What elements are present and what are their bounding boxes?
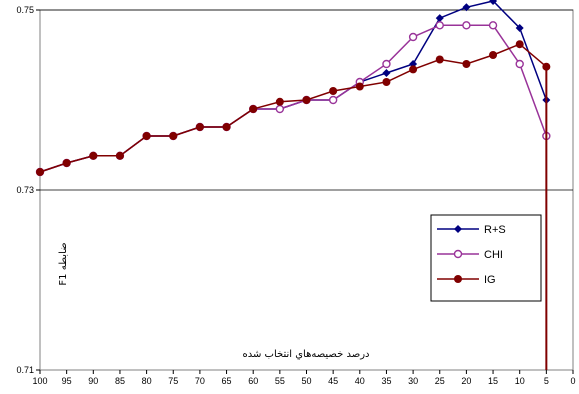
- point-IG-80: [142, 132, 151, 140]
- x-axis-ticks: 100 95 90 85 80 75 70 65 60 55 50 45 40 35 30 25 20 15 10 5…: [32, 370, 576, 386]
- x-tick-label-60: 60: [248, 376, 258, 386]
- x-tick-label-35: 35: [381, 376, 391, 386]
- point-CHI-30: [408, 32, 418, 42]
- y-tick-label-0.73: 0.73: [16, 185, 34, 195]
- legend-item-CHI: CHI: [437, 249, 503, 261]
- point-IG-60: [249, 105, 258, 113]
- point-IG-70: [195, 123, 204, 131]
- point-IG-85: [115, 151, 124, 160]
- x-tick-label-95: 95: [62, 376, 72, 386]
- x-tick-label-55: 55: [275, 376, 285, 386]
- point-IG-5: [542, 62, 551, 71]
- x-tick-label-40: 40: [355, 376, 365, 386]
- point-IG-35: [382, 78, 391, 86]
- series-line-IG: [39, 43, 547, 173]
- point-CHI-15: [488, 21, 498, 30]
- legend-label-IG: IG: [484, 274, 496, 286]
- point-R+S-10: [515, 24, 524, 32]
- point-CHI-10: [515, 59, 524, 69]
- point-IG-10: [515, 40, 524, 49]
- point-R+S-35: [382, 69, 391, 77]
- x-tick-label-45: 45: [328, 376, 338, 386]
- point-CHI-55: [275, 104, 285, 114]
- x-tick-label-30: 30: [408, 376, 418, 386]
- point-R+S-25: [435, 14, 444, 23]
- point-CHI-20: [462, 21, 471, 30]
- x-tick-label-5: 5: [544, 376, 549, 386]
- x-tick-label-75: 75: [168, 376, 178, 386]
- x-tick-label-15: 15: [488, 376, 498, 386]
- point-IG-25: [435, 55, 444, 64]
- y-axis-label: ضابطه F1: [58, 242, 69, 285]
- point-IG-15: [489, 51, 498, 59]
- point-IG-75: [169, 132, 178, 140]
- point-CHI-35: [382, 59, 391, 69]
- legend-marker-R+S: [454, 225, 462, 233]
- point-CHI-45: [328, 95, 338, 105]
- point-IG-45: [329, 87, 338, 95]
- point-IG-55: [275, 97, 284, 106]
- series-IG: [36, 40, 551, 370]
- point-IG-40: [355, 82, 364, 91]
- point-IG-30: [409, 65, 418, 74]
- legend: R+S CHI IG: [430, 214, 542, 302]
- y-tick-label-0.71: 0.71: [16, 365, 34, 375]
- point-IG-65: [222, 123, 231, 131]
- x-tick-label-65: 65: [222, 376, 232, 386]
- point-IG-95: [62, 159, 71, 167]
- x-tick-label-50: 50: [301, 376, 311, 386]
- y-tick-label-0.75: 0.75: [16, 5, 34, 15]
- x-tick-label-25: 25: [435, 376, 445, 386]
- x-tick-label-10: 10: [515, 376, 525, 386]
- point-IG-20: [462, 60, 471, 68]
- x-tick-label-20: 20: [461, 376, 471, 386]
- x-tick-label-70: 70: [195, 376, 205, 386]
- legend-label-CHI: CHI: [484, 249, 503, 261]
- grid-lines: [40, 9, 573, 191]
- point-CHI-25: [435, 21, 444, 30]
- point-IG-50: [302, 96, 311, 104]
- x-tick-label-0: 0: [570, 376, 575, 386]
- point-IG-100: [36, 168, 44, 176]
- x-tick-label-80: 80: [142, 376, 152, 386]
- point-R+S-15: [489, 0, 498, 5]
- series-group: [35, 0, 551, 370]
- x-axis-label: درصد خصيصه‌هاي انتخاب شده: [243, 349, 370, 360]
- x-tick-label-100: 100: [32, 376, 47, 386]
- point-R+S-20: [462, 3, 471, 12]
- legend-item-R+S: R+S: [437, 224, 506, 236]
- legend-item-IG: IG: [437, 274, 496, 286]
- legend-marker-IG: [454, 275, 462, 283]
- y-axis-ticks: 0.71 0.73 0.75: [16, 5, 40, 375]
- point-IG-90: [89, 151, 98, 160]
- x-tick-label-85: 85: [115, 376, 125, 386]
- legend-label-R+S: R+S: [484, 224, 506, 236]
- legend-marker-CHI: [453, 249, 463, 259]
- x-tick-label-90: 90: [88, 376, 98, 386]
